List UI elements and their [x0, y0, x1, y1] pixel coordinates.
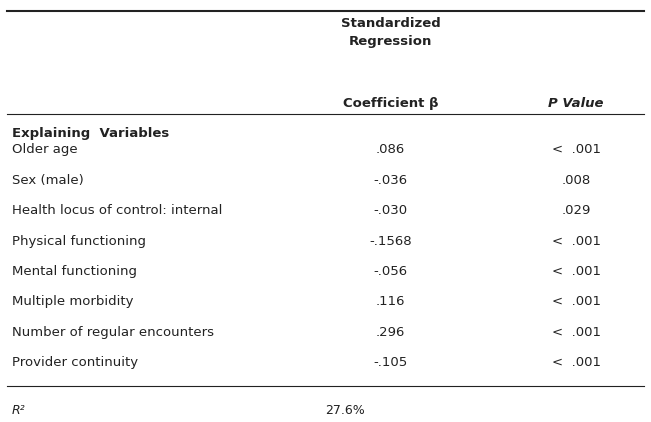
Text: <  .001: < .001	[551, 326, 601, 339]
Text: Provider continuity: Provider continuity	[12, 356, 138, 369]
Text: Multiple morbidity: Multiple morbidity	[12, 295, 133, 308]
Text: Explaining  Variables: Explaining Variables	[12, 127, 169, 140]
Text: <  .001: < .001	[551, 356, 601, 369]
Text: -.030: -.030	[374, 204, 408, 217]
Text: -.056: -.056	[374, 265, 408, 278]
Text: R²: R²	[12, 404, 25, 417]
Text: Health locus of control: internal: Health locus of control: internal	[12, 204, 222, 217]
Text: <  .001: < .001	[551, 235, 601, 248]
Text: Standardized: Standardized	[340, 17, 441, 30]
Text: 27.6%: 27.6%	[326, 404, 365, 417]
Text: Number of regular encounters: Number of regular encounters	[12, 326, 214, 339]
Text: <  .001: < .001	[551, 265, 601, 278]
Text: -.036: -.036	[374, 174, 408, 187]
Text: Mental functioning: Mental functioning	[12, 265, 137, 278]
Text: -.105: -.105	[374, 356, 408, 369]
Text: <  .001: < .001	[551, 143, 601, 157]
Text: P Value: P Value	[548, 97, 604, 110]
Text: Coefficient β: Coefficient β	[343, 97, 438, 110]
Text: Regression: Regression	[349, 35, 432, 48]
Text: -.1568: -.1568	[369, 235, 412, 248]
Text: <  .001: < .001	[551, 295, 601, 308]
Text: .296: .296	[376, 326, 406, 339]
Text: .008: .008	[562, 174, 590, 187]
Text: Physical functioning: Physical functioning	[12, 235, 146, 248]
Text: Sex (male): Sex (male)	[12, 174, 83, 187]
Text: .116: .116	[376, 295, 406, 308]
Text: .029: .029	[561, 204, 591, 217]
Text: Older age: Older age	[12, 143, 77, 157]
Text: .086: .086	[376, 143, 405, 157]
